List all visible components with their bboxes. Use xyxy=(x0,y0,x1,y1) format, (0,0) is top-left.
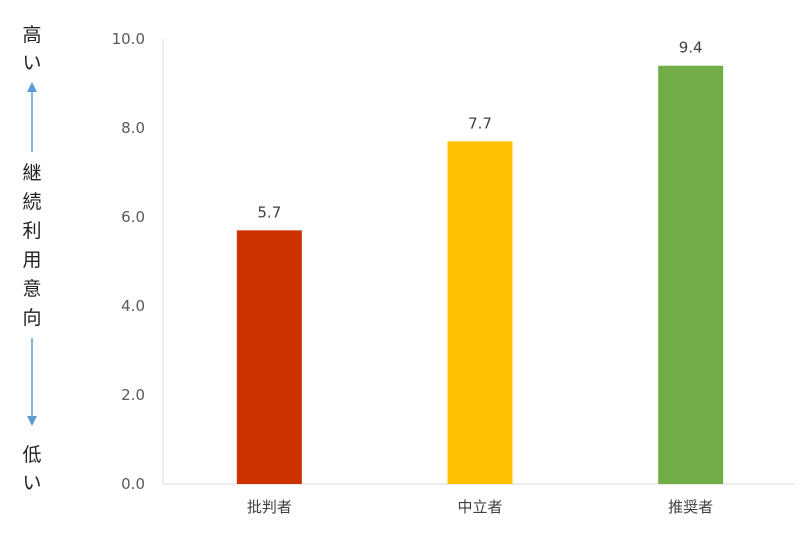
bars xyxy=(236,65,724,484)
y-tick-label: 0.0 xyxy=(121,475,145,493)
ylabel-top-char: い xyxy=(22,52,42,74)
ylabel-arrows xyxy=(27,82,37,426)
ylabel-middle-char: 用 xyxy=(22,249,42,271)
bar xyxy=(236,230,302,484)
bar xyxy=(447,141,513,484)
data-labels: 5.7 7.7 9.4 xyxy=(257,39,702,222)
arrow-up-icon xyxy=(27,82,37,92)
data-label: 5.7 xyxy=(257,203,281,221)
y-tick-label: 8.0 xyxy=(121,119,145,137)
ylabel-middle-char: 継 xyxy=(22,162,42,184)
ylabel-middle-char: 向 xyxy=(22,307,42,329)
x-tick-label: 中立者 xyxy=(457,498,502,516)
bar xyxy=(658,65,724,484)
ylabel-middle-char: 続 xyxy=(22,191,42,213)
arrow-down-icon xyxy=(27,416,37,426)
ylabel-top-char: 高 xyxy=(22,24,42,46)
ylabel-bottom-char: 低 xyxy=(22,444,42,466)
data-label: 7.7 xyxy=(468,114,492,132)
ylabel-middle-char: 意 xyxy=(22,278,42,300)
x-tick-label: 批判者 xyxy=(247,498,292,516)
ylabel-middle-char: 利 xyxy=(22,220,42,242)
ylabel-bottom-char: い xyxy=(22,472,42,494)
y-tick-label: 6.0 xyxy=(121,208,145,226)
x-tick-label: 推奨者 xyxy=(668,498,713,516)
y-tick-label: 10.0 xyxy=(112,30,145,48)
y-tick-label: 2.0 xyxy=(121,386,145,404)
data-label: 9.4 xyxy=(679,39,703,57)
y-tick-label: 4.0 xyxy=(121,297,145,315)
